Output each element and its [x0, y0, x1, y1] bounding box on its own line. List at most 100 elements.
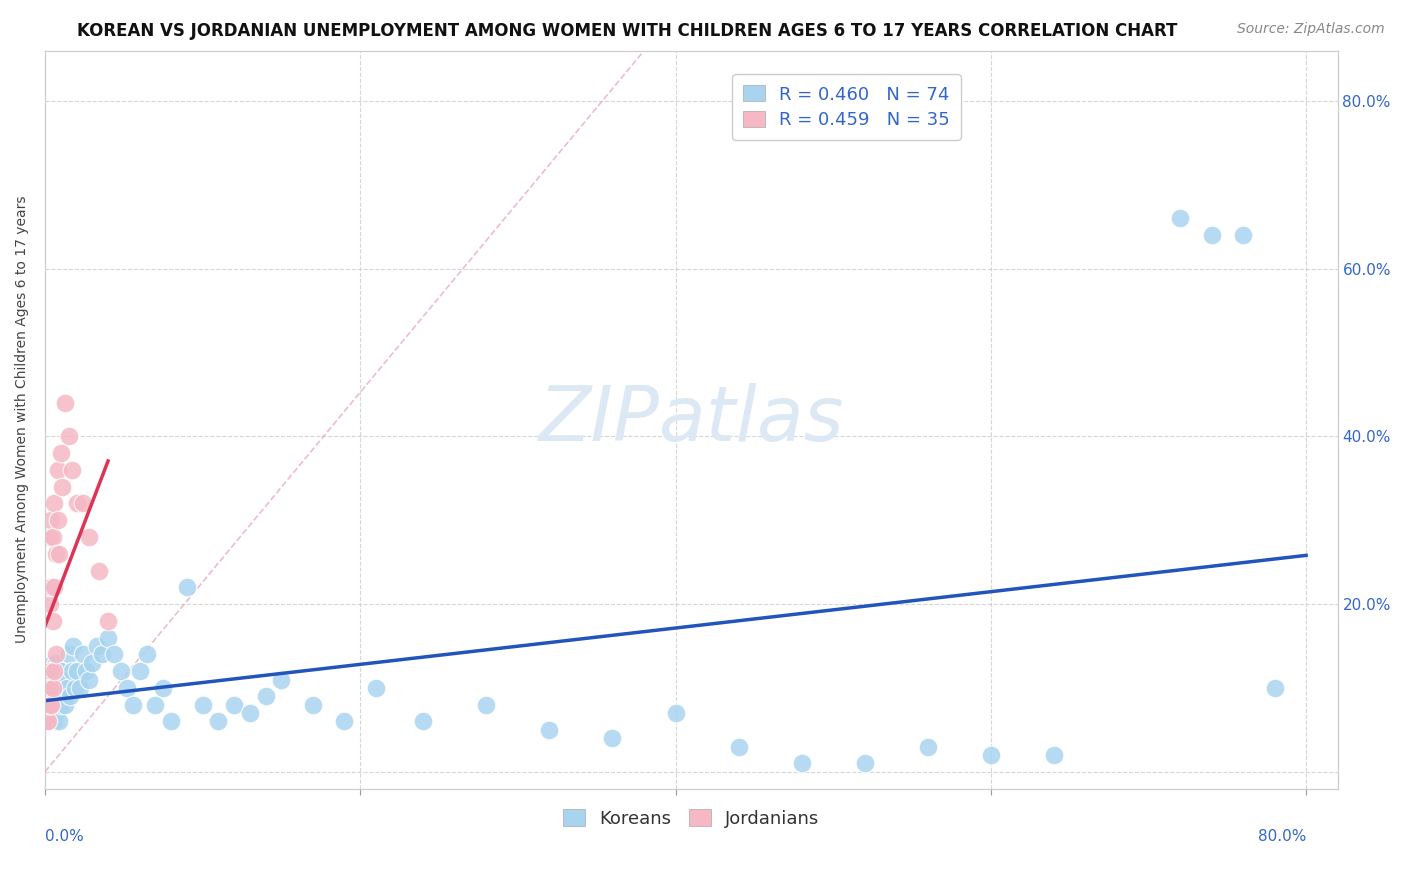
- Point: [38, 698, 60, 712]
- Point: [35, 681, 58, 695]
- Point: [48, 714, 70, 729]
- Point: [39, 580, 62, 594]
- Point: [42, 706, 65, 720]
- Point: [39, 664, 62, 678]
- Point: [122, 698, 145, 712]
- Point: [51, 480, 73, 494]
- Point: [39, 698, 62, 712]
- Point: [191, 698, 214, 712]
- Point: [46, 698, 69, 712]
- Text: 0.0%: 0.0%: [45, 830, 84, 844]
- Point: [1168, 211, 1191, 226]
- Point: [42, 656, 65, 670]
- Point: [270, 673, 292, 687]
- Point: [39, 664, 62, 678]
- Point: [97, 631, 120, 645]
- Point: [72, 648, 94, 662]
- Point: [38, 597, 60, 611]
- Point: [65, 496, 87, 510]
- Point: [60, 463, 83, 477]
- Point: [602, 731, 624, 746]
- Point: [38, 681, 60, 695]
- Point: [790, 756, 813, 771]
- Point: [37, 698, 59, 712]
- Point: [75, 664, 97, 678]
- Point: [664, 706, 686, 720]
- Point: [160, 714, 183, 729]
- Point: [917, 739, 939, 754]
- Point: [48, 547, 70, 561]
- Point: [55, 698, 77, 712]
- Point: [333, 714, 356, 729]
- Point: [51, 690, 73, 704]
- Y-axis label: Unemployment Among Women with Children Ages 6 to 17 years: Unemployment Among Women with Children A…: [15, 196, 30, 643]
- Point: [44, 580, 66, 594]
- Point: [44, 496, 66, 510]
- Point: [152, 681, 174, 695]
- Point: [37, 714, 59, 729]
- Point: [37, 690, 59, 704]
- Point: [1201, 228, 1223, 243]
- Point: [538, 723, 561, 737]
- Point: [44, 714, 66, 729]
- Point: [60, 664, 83, 678]
- Point: [103, 648, 125, 662]
- Point: [87, 564, 110, 578]
- Point: [110, 664, 132, 678]
- Point: [72, 496, 94, 510]
- Point: [46, 673, 69, 687]
- Point: [136, 648, 159, 662]
- Text: ZIPatlas: ZIPatlas: [538, 383, 844, 457]
- Point: [52, 673, 75, 687]
- Point: [46, 463, 69, 477]
- Point: [35, 714, 58, 729]
- Point: [59, 690, 82, 704]
- Point: [35, 698, 58, 712]
- Point: [727, 739, 749, 754]
- Point: [37, 714, 59, 729]
- Point: [58, 429, 80, 443]
- Legend: Koreans, Jordanians: Koreans, Jordanians: [555, 802, 827, 835]
- Point: [39, 714, 62, 729]
- Point: [239, 706, 262, 720]
- Point: [42, 530, 65, 544]
- Point: [42, 681, 65, 695]
- Point: [77, 673, 100, 687]
- Text: KOREAN VS JORDANIAN UNEMPLOYMENT AMONG WOMEN WITH CHILDREN AGES 6 TO 17 YEARS CO: KOREAN VS JORDANIAN UNEMPLOYMENT AMONG W…: [77, 22, 1178, 40]
- Point: [90, 648, 112, 662]
- Point: [1043, 747, 1066, 762]
- Point: [58, 648, 80, 662]
- Point: [45, 648, 67, 662]
- Point: [49, 664, 72, 678]
- Point: [82, 656, 104, 670]
- Point: [980, 747, 1002, 762]
- Point: [63, 681, 86, 695]
- Point: [115, 681, 138, 695]
- Point: [364, 681, 387, 695]
- Point: [207, 714, 229, 729]
- Point: [45, 656, 67, 670]
- Point: [44, 664, 66, 678]
- Point: [86, 639, 108, 653]
- Point: [44, 690, 66, 704]
- Point: [1232, 228, 1254, 243]
- Point: [176, 580, 198, 594]
- Point: [69, 681, 91, 695]
- Point: [56, 681, 79, 695]
- Point: [475, 698, 498, 712]
- Point: [38, 706, 60, 720]
- Point: [49, 698, 72, 712]
- Point: [97, 614, 120, 628]
- Point: [38, 681, 60, 695]
- Point: [45, 706, 67, 720]
- Point: [39, 690, 62, 704]
- Text: 80.0%: 80.0%: [1258, 830, 1306, 844]
- Point: [224, 698, 246, 712]
- Point: [853, 756, 876, 771]
- Point: [49, 446, 72, 460]
- Point: [44, 664, 66, 678]
- Point: [143, 698, 166, 712]
- Text: Source: ZipAtlas.com: Source: ZipAtlas.com: [1237, 22, 1385, 37]
- Point: [45, 681, 67, 695]
- Point: [38, 530, 60, 544]
